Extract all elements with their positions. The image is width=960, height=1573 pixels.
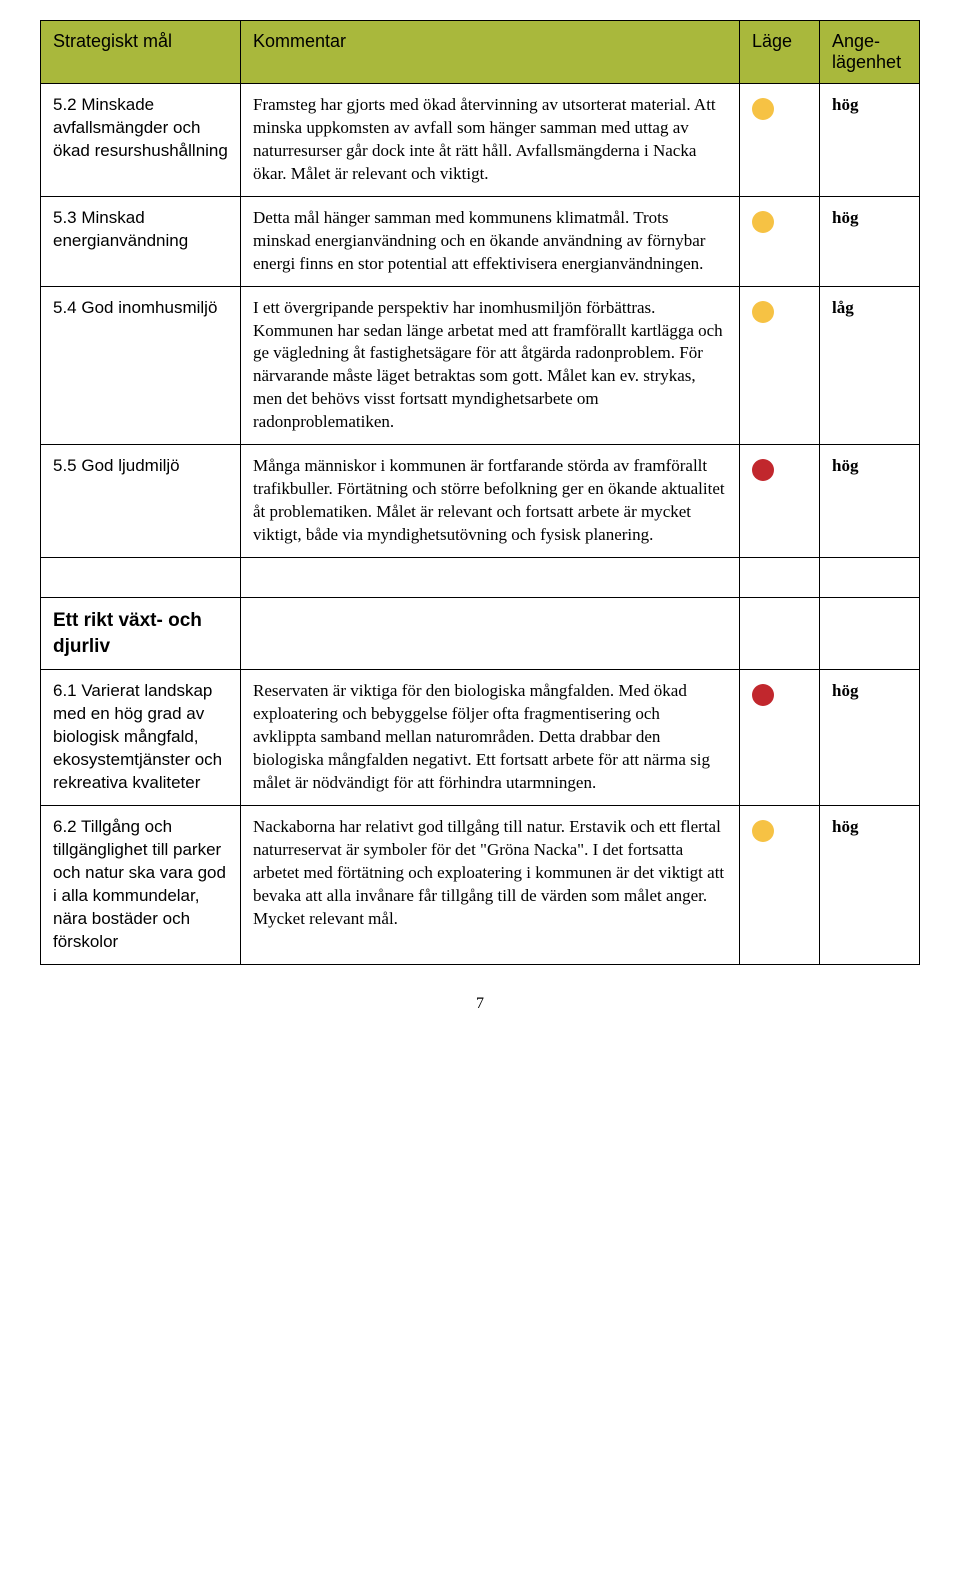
status-cell <box>740 196 820 286</box>
priority-cell: låg <box>820 286 920 445</box>
status-dot-icon <box>752 98 774 120</box>
header-comment: Kommentar <box>241 21 740 84</box>
section-heading-row: Ett rikt växt- och djurliv <box>41 597 920 669</box>
table-row: 5.3 Minskad energianvändning Detta mål h… <box>41 196 920 286</box>
goal-cell: 5.2 Minskade avfallsmängder och ökad res… <box>41 84 241 197</box>
header-priority: Ange-lägenhet <box>820 21 920 84</box>
empty-cell <box>820 597 920 669</box>
status-dot-icon <box>752 684 774 706</box>
goal-cell: 6.1 Varierat landskap med en hög grad av… <box>41 670 241 806</box>
priority-cell: hög <box>820 196 920 286</box>
priority-cell: hög <box>820 805 920 964</box>
header-goal: Strategiskt mål <box>41 21 241 84</box>
section-heading: Ett rikt växt- och djurliv <box>41 597 241 669</box>
comment-cell: Framsteg har gjorts med ökad återvinning… <box>241 84 740 197</box>
table-header-row: Strategiskt mål Kommentar Läge Ange-läge… <box>41 21 920 84</box>
table-row: 6.1 Varierat landskap med en hög grad av… <box>41 670 920 806</box>
empty-cell <box>241 597 740 669</box>
goal-cell: 5.3 Minskad energianvändning <box>41 196 241 286</box>
goals-table: Strategiskt mål Kommentar Läge Ange-läge… <box>40 20 920 965</box>
header-status: Läge <box>740 21 820 84</box>
table-row: 6.2 Tillgång och tillgänglighet till par… <box>41 805 920 964</box>
status-cell <box>740 805 820 964</box>
status-dot-icon <box>752 301 774 323</box>
empty-cell <box>740 597 820 669</box>
status-cell <box>740 84 820 197</box>
status-dot-icon <box>752 459 774 481</box>
comment-cell: Nackaborna har relativt god tillgång til… <box>241 805 740 964</box>
comment-cell: I ett övergripande perspektiv har inomhu… <box>241 286 740 445</box>
table-row: 5.5 God ljudmiljö Många människor i komm… <box>41 445 920 558</box>
comment-cell: Många människor i kommunen är fortfarand… <box>241 445 740 558</box>
table-row: 5.4 God inomhusmiljö I ett övergripande … <box>41 286 920 445</box>
priority-cell: hög <box>820 670 920 806</box>
goal-cell: 5.4 God inomhusmiljö <box>41 286 241 445</box>
page-number: 7 <box>40 995 920 1013</box>
status-dot-icon <box>752 820 774 842</box>
status-cell <box>740 445 820 558</box>
goal-cell: 5.5 God ljudmiljö <box>41 445 241 558</box>
spacer-row <box>41 557 920 597</box>
goal-cell: 6.2 Tillgång och tillgänglighet till par… <box>41 805 241 964</box>
priority-cell: hög <box>820 445 920 558</box>
status-cell <box>740 286 820 445</box>
status-cell <box>740 670 820 806</box>
status-dot-icon <box>752 211 774 233</box>
comment-cell: Detta mål hänger samman med kommunens kl… <box>241 196 740 286</box>
table-row: 5.2 Minskade avfallsmängder och ökad res… <box>41 84 920 197</box>
comment-cell: Reservaten är viktiga för den biologiska… <box>241 670 740 806</box>
priority-cell: hög <box>820 84 920 197</box>
